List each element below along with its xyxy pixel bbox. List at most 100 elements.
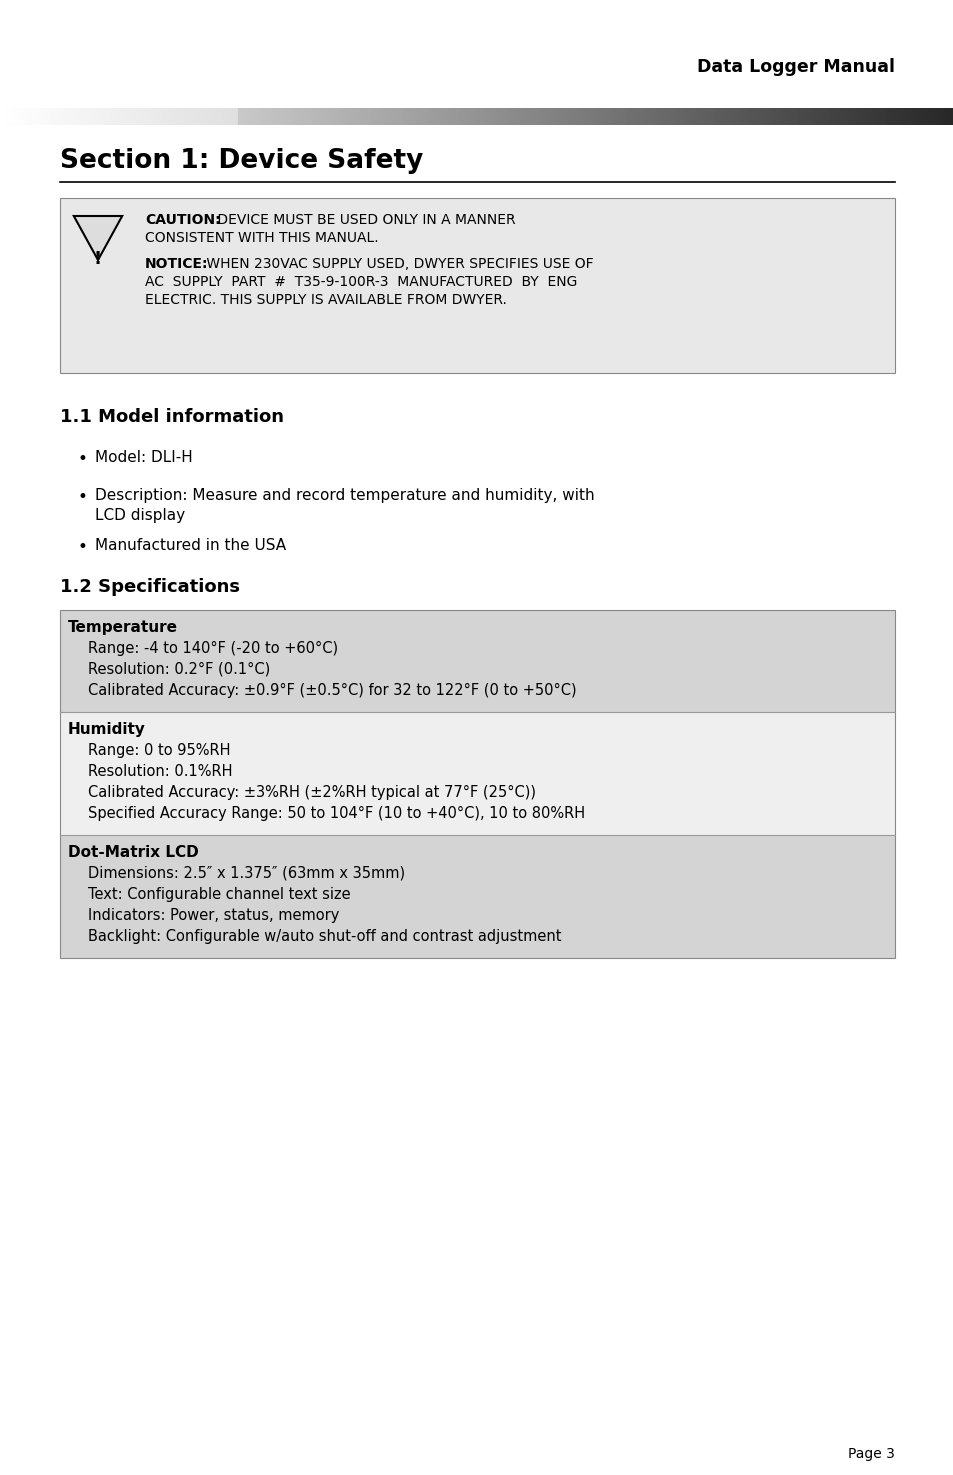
Bar [57, 108, 59, 125]
Bar [148, 108, 150, 125]
Bar [283, 108, 286, 125]
Bar [598, 108, 600, 125]
Bar [478, 108, 481, 125]
Bar [102, 108, 105, 125]
Bar [781, 108, 783, 125]
Text: Calibrated Accuracy: ±3%RH (±2%RH typical at 77°F (25°C)): Calibrated Accuracy: ±3%RH (±2%RH typica… [88, 785, 536, 799]
Bar [243, 108, 245, 125]
Text: Temperature: Temperature [68, 620, 178, 636]
Bar [553, 108, 555, 125]
Bar [526, 108, 529, 125]
Bar [762, 108, 764, 125]
Bar [686, 108, 688, 125]
Bar [850, 108, 853, 125]
Bar [224, 108, 226, 125]
Bar [436, 108, 438, 125]
Bar [945, 108, 948, 125]
Bar [105, 108, 107, 125]
Bar [410, 108, 412, 125]
Bar [926, 108, 929, 125]
Bar [503, 108, 505, 125]
Bar [801, 108, 802, 125]
Bar [276, 108, 278, 125]
Bar [131, 108, 133, 125]
Bar [440, 108, 443, 125]
Bar [297, 108, 300, 125]
Bar [150, 108, 152, 125]
Bar [388, 108, 391, 125]
Bar [929, 108, 931, 125]
Bar [183, 108, 186, 125]
Text: Data Logger Manual: Data Logger Manual [697, 58, 894, 77]
Bar [826, 108, 829, 125]
Bar [162, 108, 164, 125]
Bar [133, 108, 135, 125]
Bar [445, 108, 448, 125]
Bar [310, 108, 312, 125]
Bar [52, 108, 54, 125]
Bar [291, 108, 293, 125]
Bar [779, 108, 781, 125]
Bar [5, 108, 7, 125]
Bar [60, 712, 894, 835]
Bar [467, 108, 469, 125]
Bar [717, 108, 720, 125]
Bar [140, 108, 143, 125]
Bar [905, 108, 907, 125]
Bar [121, 108, 124, 125]
Bar [600, 108, 602, 125]
Text: Section 1: Device Safety: Section 1: Device Safety [60, 148, 423, 174]
Text: ELECTRIC. THIS SUPPLY IS AVAILABLE FROM DWYER.: ELECTRIC. THIS SUPPLY IS AVAILABLE FROM … [145, 294, 506, 307]
Bar [534, 108, 536, 125]
Bar [862, 108, 864, 125]
Bar [626, 108, 629, 125]
Bar [679, 108, 681, 125]
Bar [54, 108, 57, 125]
Bar [100, 108, 102, 125]
Bar [653, 108, 655, 125]
Bar [500, 108, 503, 125]
Bar [769, 108, 772, 125]
Text: •: • [78, 538, 88, 556]
Bar [612, 108, 615, 125]
Text: Specified Accuracy Range: 50 to 104°F (10 to +40°C), 10 to 80%RH: Specified Accuracy Range: 50 to 104°F (1… [88, 805, 584, 822]
Bar [421, 108, 424, 125]
Bar [429, 108, 431, 125]
Bar [936, 108, 939, 125]
Bar [939, 108, 941, 125]
Bar [302, 108, 305, 125]
Bar [7, 108, 10, 125]
Bar [867, 108, 869, 125]
Bar [14, 108, 16, 125]
Bar [572, 108, 574, 125]
Bar [88, 108, 91, 125]
Bar [545, 108, 548, 125]
Bar [755, 108, 758, 125]
Bar [720, 108, 721, 125]
Bar [60, 611, 894, 957]
Bar [529, 108, 531, 125]
Bar [558, 108, 559, 125]
Bar [693, 108, 696, 125]
Bar [807, 108, 810, 125]
Bar [345, 108, 348, 125]
Bar [24, 108, 26, 125]
Bar [176, 108, 178, 125]
Bar [907, 108, 910, 125]
Bar [581, 108, 583, 125]
Bar [812, 108, 815, 125]
Bar [922, 108, 924, 125]
Bar [898, 108, 901, 125]
Bar [910, 108, 912, 125]
Polygon shape [73, 215, 122, 260]
Bar [233, 108, 235, 125]
Bar [269, 108, 272, 125]
Bar [882, 108, 883, 125]
Bar [521, 108, 524, 125]
Bar [40, 108, 43, 125]
Bar [262, 108, 264, 125]
Bar [726, 108, 729, 125]
Bar [639, 108, 640, 125]
Bar [883, 108, 886, 125]
Bar [515, 108, 517, 125]
